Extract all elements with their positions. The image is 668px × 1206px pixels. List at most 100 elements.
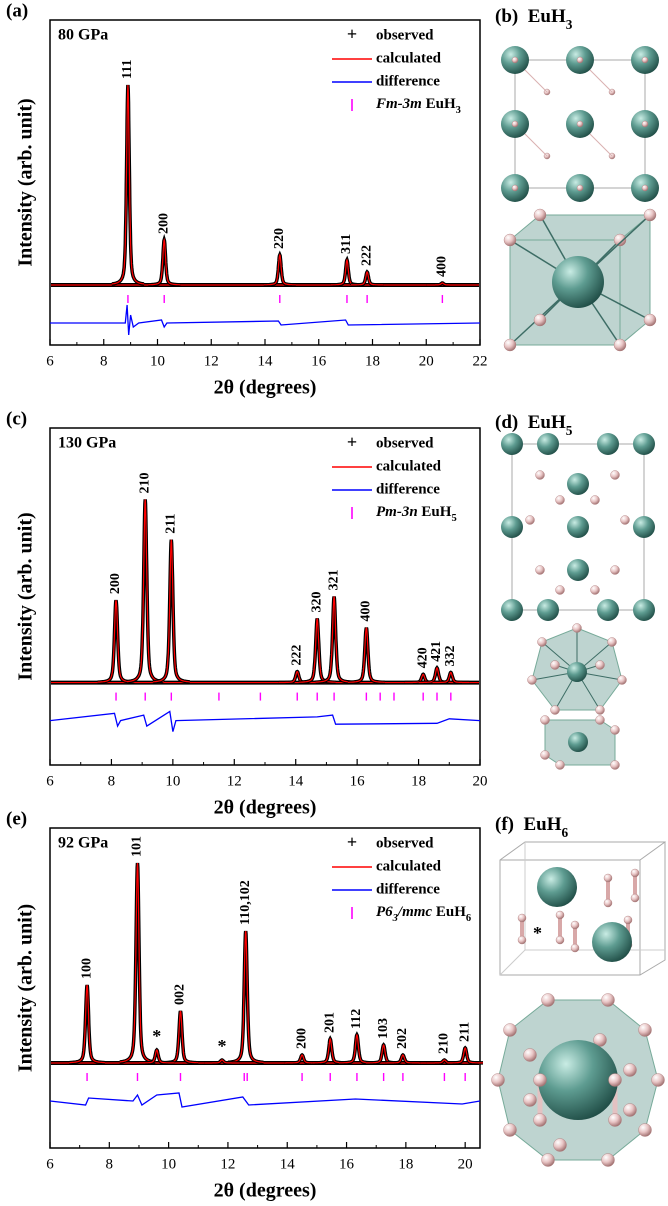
x-tick-label: 8 (100, 353, 108, 369)
calculated-peak (298, 618, 336, 683)
calculated-peak (418, 666, 456, 684)
peak-label: 200 (294, 1028, 309, 1049)
peak-label: 332 (443, 646, 458, 667)
eu-atom (501, 433, 523, 455)
plot-area: 6 8 10 12 14 16 18 20 22 2θ (degrees) Intensity (a… (6, 0, 488, 398)
text-part: 3 (566, 17, 573, 32)
text-part: 6 (562, 825, 569, 840)
peak-label: 111 (120, 60, 135, 79)
h-atom (503, 1023, 517, 1037)
pressure-label: 92 GPa (58, 835, 108, 852)
h-atom (540, 750, 550, 760)
plot-frame (49, 19, 481, 346)
observed-peak (126, 499, 165, 684)
observed-peak (119, 862, 156, 1064)
h-atom (641, 120, 649, 128)
panel-label: (c) (6, 408, 27, 429)
legend-label: Pm-3n EuH5 (376, 504, 457, 523)
legend-label: observed (376, 835, 434, 851)
text-part: EuH (528, 6, 566, 27)
peak-label: 200 (156, 213, 171, 234)
x-axis-label: 2θ (degrees) (214, 1180, 317, 1202)
h-atom (610, 760, 620, 770)
h-atom (601, 993, 615, 1007)
h-atom (638, 1123, 652, 1137)
peak-label: 002 (173, 984, 188, 1005)
peak-label: 210 (437, 1033, 452, 1054)
calculated-peak (204, 1059, 240, 1064)
peak-label: 103 (376, 1018, 391, 1039)
observed-peak (330, 255, 364, 287)
text-part (518, 412, 528, 433)
h-atom (525, 515, 535, 525)
legend-label: calculated (376, 858, 442, 874)
calculated-peak (385, 1054, 421, 1064)
x-tick-label: 12 (227, 773, 242, 789)
eu-atom (538, 1040, 618, 1120)
h-atom (517, 935, 527, 945)
observed-peak (111, 84, 145, 286)
text-part: (b) (495, 6, 518, 27)
peak-label: 100 (79, 958, 94, 979)
h-atom (638, 1023, 652, 1037)
impurity-label: * (218, 1036, 227, 1056)
h-atom (553, 1138, 567, 1152)
legend-label: P63/mmc EuH6 (376, 904, 471, 923)
h-atom (610, 565, 620, 575)
legend-symbol: + (347, 832, 357, 852)
legend-label: Fm-3m EuH3 (375, 96, 461, 115)
h-atom (535, 470, 545, 480)
x-axis-label: 2θ (degrees) (214, 797, 317, 819)
panel-label: (e) (6, 808, 27, 829)
calculated-peak (139, 1049, 175, 1064)
x-tick-label: 20 (458, 1156, 473, 1172)
h-atom (511, 184, 519, 192)
h-atom (603, 898, 613, 908)
peak-label: 210 (137, 472, 152, 493)
peak-label: 421 (429, 641, 444, 662)
h-atom (613, 338, 627, 352)
h-atom (590, 585, 600, 595)
structure-title: (d) EuH5 (495, 412, 573, 437)
peak-label: 311 (339, 234, 354, 254)
calculated-peak (426, 282, 459, 286)
calculated-peak (447, 1047, 483, 1064)
h-atom (651, 1073, 665, 1087)
text-part: (d) (495, 412, 518, 433)
calculated-peak (152, 539, 190, 683)
h-atom (570, 943, 580, 953)
text-part: Fm-3m (375, 96, 422, 112)
h-atom (595, 660, 605, 670)
h-atom (623, 915, 633, 925)
eu-atom (633, 599, 655, 621)
peak-label: 201 (322, 1012, 337, 1033)
h-atom (623, 1103, 637, 1117)
h-atom (533, 313, 547, 327)
text-part: 3 (392, 913, 398, 924)
peak-label: 420 (415, 647, 430, 668)
h-atom (533, 1073, 547, 1087)
observed-peak (227, 930, 264, 1065)
eu-atom (597, 599, 619, 621)
eu-atom (567, 516, 589, 538)
text-part: 5 (566, 423, 573, 438)
legend-label: observed (376, 27, 434, 43)
plot-frame (49, 827, 481, 1149)
x-tick-label: 8 (106, 1156, 114, 1172)
h-atom (613, 233, 627, 247)
calculated-peak (111, 84, 145, 285)
eu-atom (552, 256, 604, 308)
structure-title: (b) EuH3 (495, 6, 573, 31)
h-atom (537, 637, 547, 647)
x-tick-label: 14 (258, 353, 274, 369)
impurity-label: * (152, 1026, 161, 1046)
legend-symbol: + (347, 24, 357, 44)
calculated-peak (148, 237, 181, 286)
text-part: 3 (456, 105, 461, 116)
h-atom (643, 313, 657, 327)
legend-label: calculated (376, 458, 442, 474)
x-tick-label: 16 (350, 773, 366, 789)
x-tick-label: 12 (204, 353, 219, 369)
peak-label: 211 (457, 1022, 472, 1042)
h-atom (517, 913, 527, 923)
